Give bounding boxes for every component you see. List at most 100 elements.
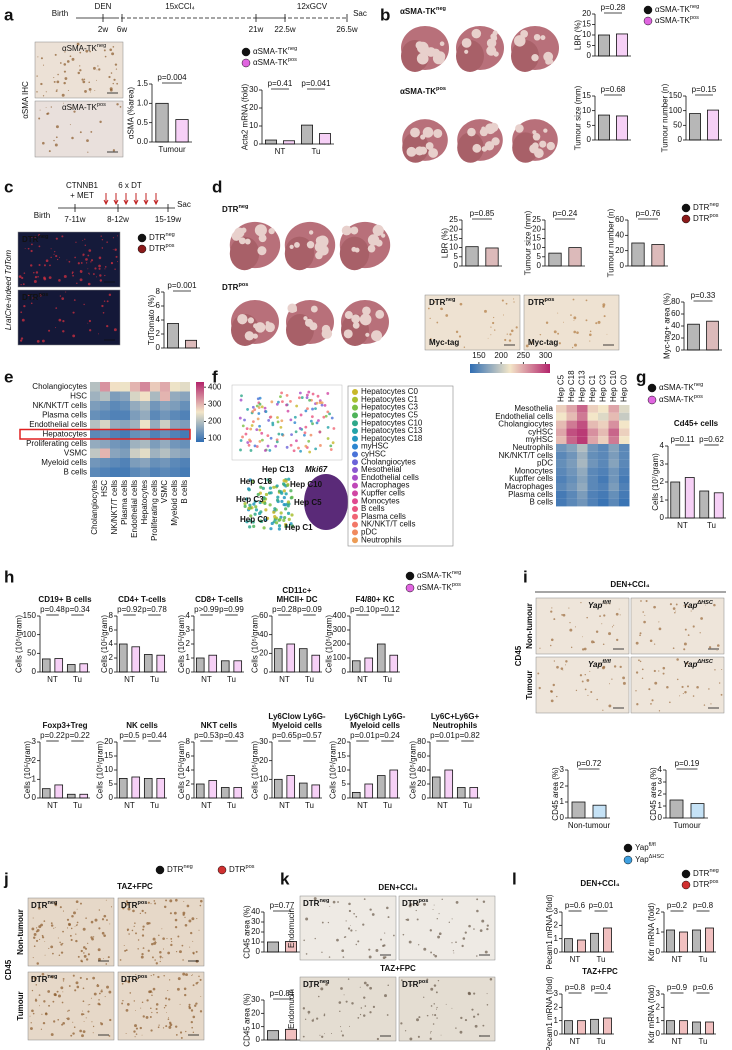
stain-speck [432,909,434,911]
umap-point [248,525,252,529]
stain-speck [174,918,178,922]
umap-point [318,401,322,404]
heatmap-cell [140,458,150,468]
stain-speck [48,276,52,280]
col-label: Hep C10 [609,370,618,402]
stain-speck [418,1016,421,1019]
chart-title: Cd45+ cells [674,419,719,428]
stain-speck [589,330,592,333]
stain-speck [55,327,57,329]
stain-speck [162,957,164,959]
y-tick-label: 4 [660,441,665,450]
heatmap-cell [170,401,180,411]
stain-speck [29,264,33,267]
umap-point [263,406,267,410]
liver-nodule [531,53,539,62]
y-tick-label: 20 [251,1008,260,1017]
stain-speck [479,929,483,933]
stain-speck [459,1030,463,1034]
umap-point [258,402,262,406]
panel-title: DEN+CCl₄ [610,580,649,589]
legend-label: NK/NKT/T cells [361,520,416,529]
stain-speck [169,912,172,915]
stain-speck [27,247,30,250]
stain-speck [679,695,681,697]
stain-speck [32,957,34,959]
heatmap-cell [566,451,577,460]
p-value: p=0.01 [589,901,614,910]
heatmap-cell [619,436,630,444]
stain-speck [675,603,678,606]
stain-speck [372,1005,376,1009]
stain-speck [672,647,675,650]
y-tick-label: 0 [256,1035,261,1044]
liver-nodule [481,146,488,152]
stain-speck [42,64,45,66]
heatmap-cell [130,401,140,411]
heatmap-cell [566,412,577,421]
stain-speck [44,954,46,956]
y-axis-label: Cells (10⁷/gram) [651,453,660,511]
stain-speck [185,973,188,977]
col-label: VSMC [160,480,169,503]
colorbar-label: 300 [539,351,553,360]
stain-speck [60,951,64,954]
stain-speck [435,991,438,994]
colorbar-label: 100 [208,434,222,443]
heatmap-cell [598,459,609,468]
stain-speck [363,981,367,985]
stain-speck [648,688,651,691]
stain-speck [45,107,47,108]
heatmap-cell [577,436,588,444]
y-axis-label: Cells (10⁵/gram) [329,741,338,799]
stain-speck [330,1033,333,1035]
stain-speck [96,69,98,71]
stain-speck [169,899,173,903]
stain-speck [72,311,75,314]
umap-point [286,504,290,508]
dt-arrow [113,193,119,206]
stain-speck [698,600,700,602]
stain-speck [81,1010,83,1012]
umap-point [331,441,335,445]
y-tick-label: 60 [615,215,624,224]
group-label: Tu [383,675,392,684]
stain-speck [102,312,105,314]
stain-speck [55,254,58,258]
stain-speck [129,992,132,994]
stain-speck [400,1022,403,1025]
liver-nodule [318,245,329,256]
group-label: Tu [73,801,82,810]
umap-point [267,419,271,422]
stain-speck [312,1018,314,1020]
legend-label-sup: pos [709,879,718,885]
stain-speck [101,931,105,935]
umap-point [268,486,273,490]
y-axis-label: Pecam1 mRNA (fold) [545,976,554,1050]
stain-speck [32,297,35,299]
stain-speck [416,901,419,904]
heatmap-cell [160,401,170,411]
heatmap-cell [587,490,598,499]
stain-speck [190,1020,193,1024]
stain-speck [83,1020,85,1022]
heatmap-cell [577,490,588,499]
stain-speck [590,691,593,694]
umap-point [274,444,278,448]
stain-speck [188,1003,191,1006]
y-tick-label: 0 [587,51,592,60]
stain-speck [350,929,353,932]
stain-speck [139,1026,143,1030]
stain-speck [98,927,101,930]
stain-speck [411,984,413,986]
image-label-sup: neg [47,974,58,980]
timeline-label: DEN [95,2,112,11]
p-value: p=0.12 [375,605,400,614]
micrograph [424,294,521,351]
bar [705,1021,714,1035]
stain-speck [151,994,153,997]
legend-marker [681,880,691,890]
stain-speck [54,143,58,147]
y-axis-label: LBR (%) [441,228,450,259]
group-label: NT [201,675,212,684]
